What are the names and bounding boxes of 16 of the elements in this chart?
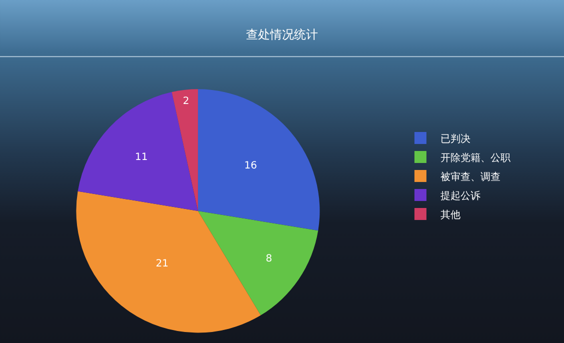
data-label: 2: [182, 96, 190, 108]
data-label: 8: [266, 254, 272, 265]
chart-title: 查处情况统计: [246, 28, 318, 42]
pie-slice: [198, 210, 318, 316]
legend-label: 已判决: [440, 132, 470, 145]
pie-slice: [78, 92, 198, 211]
pie-slice: [198, 89, 320, 231]
data-label: 16: [244, 160, 257, 172]
pie-slice: [76, 191, 261, 333]
legend-label: 开除党籍、公职: [440, 152, 510, 164]
data-label: 21: [156, 258, 169, 270]
pie-slice: [172, 89, 198, 211]
legend-label: 其他: [440, 208, 460, 221]
data-label: 11: [134, 152, 148, 163]
legend-label: 被审查、调查: [440, 170, 500, 183]
legend-label: 提起公诉: [440, 190, 480, 202]
